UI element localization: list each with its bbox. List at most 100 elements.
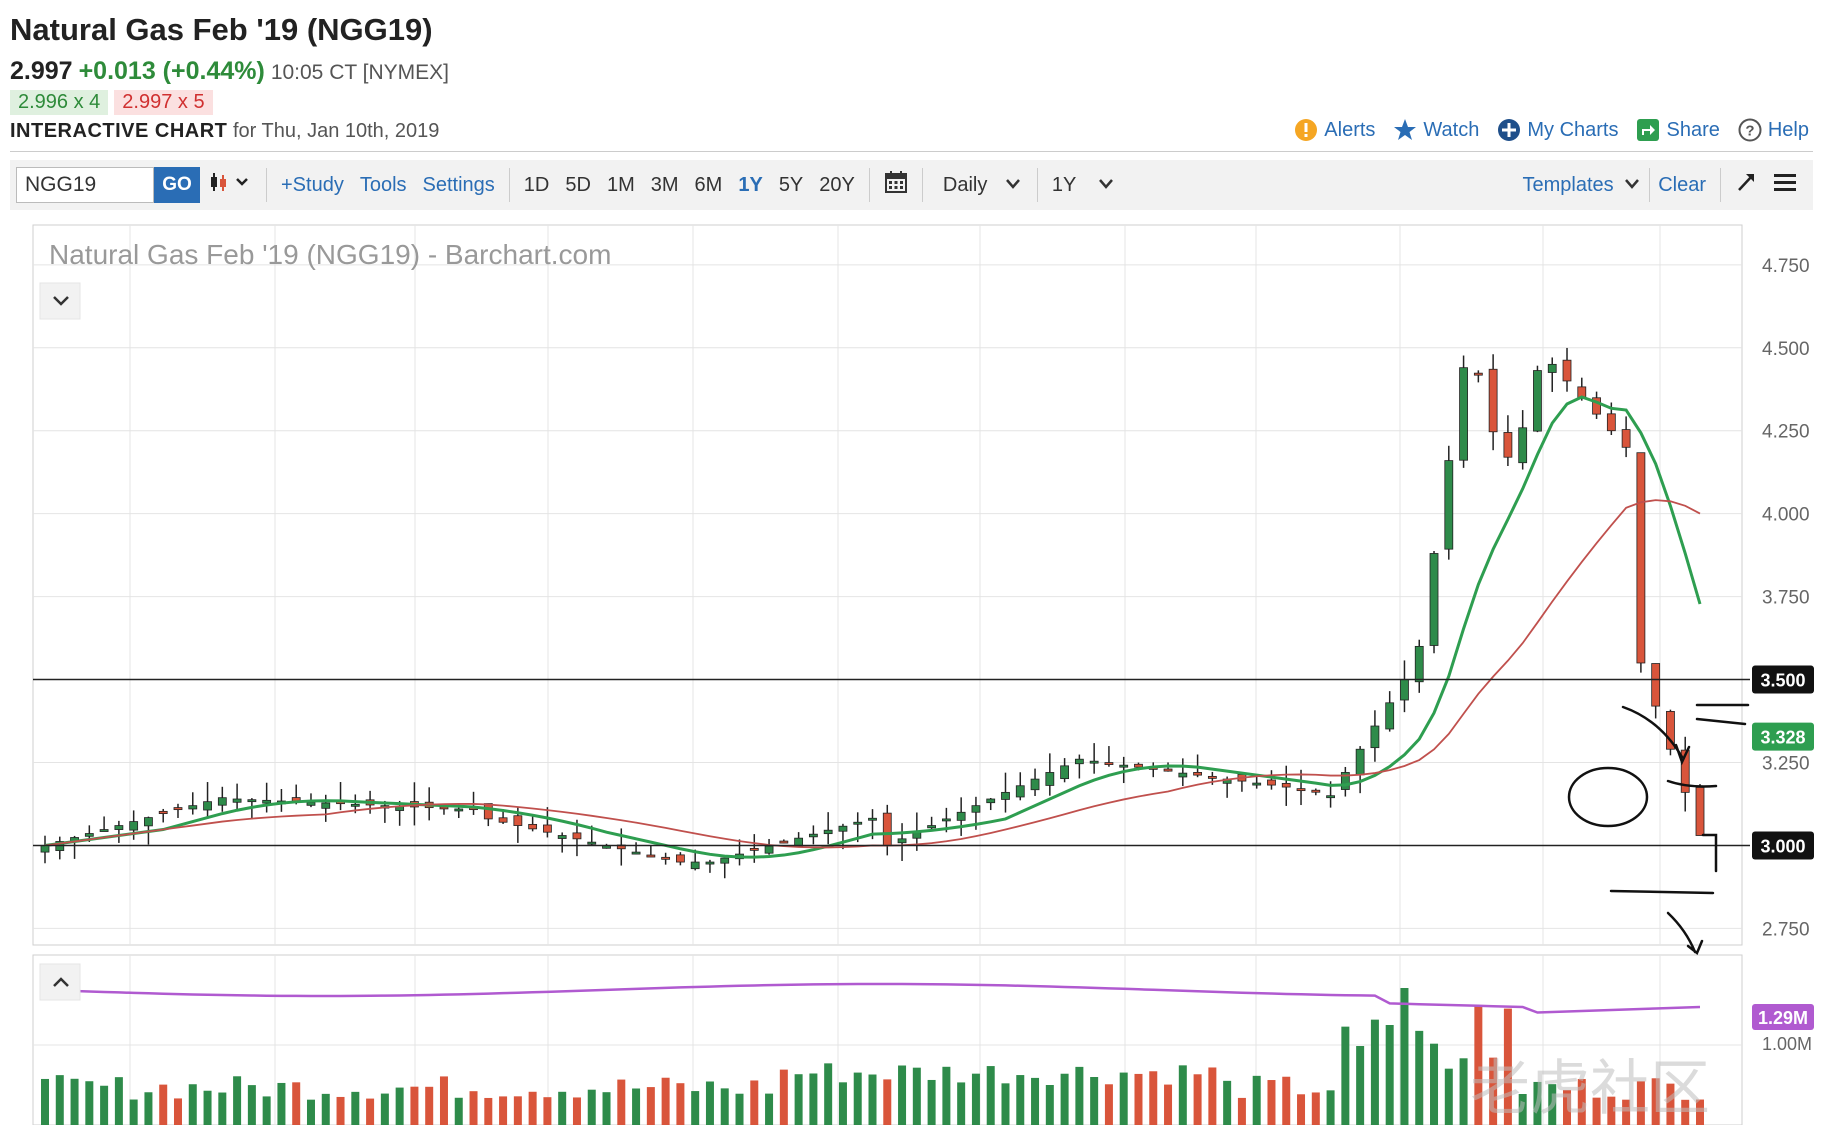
volume-bar bbox=[912, 1067, 921, 1125]
go-button[interactable]: GO bbox=[154, 167, 200, 203]
candle-body bbox=[1015, 785, 1025, 798]
range-20y[interactable]: 20Y bbox=[819, 173, 855, 196]
candle-body bbox=[587, 841, 597, 845]
candle-body bbox=[454, 808, 464, 812]
candle-body bbox=[1666, 711, 1675, 750]
volume-bar bbox=[750, 1080, 759, 1125]
candle-body bbox=[1621, 429, 1631, 448]
volume-bar bbox=[1090, 1077, 1099, 1125]
candle-body bbox=[321, 802, 331, 809]
interval-select[interactable]: Daily bbox=[929, 174, 1031, 197]
candle-body bbox=[144, 817, 153, 827]
volume-bar bbox=[85, 1081, 94, 1125]
price-badge bbox=[1752, 722, 1814, 751]
volume-bar bbox=[558, 1091, 567, 1125]
study-button[interactable]: +Study bbox=[281, 173, 344, 196]
settings-button[interactable]: Settings bbox=[422, 173, 495, 196]
range-5y[interactable]: 5Y bbox=[778, 173, 804, 196]
volume-badge bbox=[1752, 1004, 1814, 1030]
candle-body bbox=[1326, 795, 1335, 799]
share-label: Share bbox=[1666, 118, 1720, 141]
help-link[interactable]: ? Help bbox=[1738, 118, 1809, 142]
range-5d[interactable]: 5D bbox=[565, 173, 591, 196]
range-1y[interactable]: 1Y bbox=[738, 173, 763, 196]
tools-button[interactable]: Tools bbox=[359, 173, 407, 196]
price-tick-label: 4.750 bbox=[1762, 256, 1810, 277]
share-link[interactable]: Share bbox=[1636, 118, 1720, 142]
expand-toggle[interactable] bbox=[39, 963, 81, 1001]
fast-moving-average-line bbox=[44, 395, 1702, 859]
candle-body bbox=[1222, 778, 1232, 784]
volume-bar bbox=[898, 1065, 907, 1125]
volume-bar bbox=[1208, 1067, 1217, 1125]
candle-body bbox=[424, 801, 434, 809]
volume-bar bbox=[247, 1085, 256, 1125]
candle-body bbox=[365, 799, 375, 806]
volume-bar bbox=[1459, 1058, 1468, 1125]
candle-body bbox=[1370, 725, 1380, 749]
expand-arrow-icon bbox=[1738, 174, 1754, 191]
chart-title: Natural Gas Feb '19 (NGG19) - Barchart.c… bbox=[49, 239, 611, 270]
chart-caption: INTERACTIVE CHART for Thu, Jan 10th, 201… bbox=[10, 120, 439, 143]
clear-button[interactable]: Clear bbox=[1658, 173, 1706, 196]
candle-body bbox=[1207, 775, 1217, 779]
candle-body bbox=[1296, 788, 1306, 792]
candle-body bbox=[1414, 645, 1424, 683]
candle-body bbox=[1503, 432, 1513, 458]
candle-body bbox=[277, 800, 286, 805]
menu-button[interactable] bbox=[1765, 171, 1805, 199]
templates-button[interactable]: Templates bbox=[1514, 174, 1649, 197]
candle-body bbox=[631, 851, 641, 855]
interval-value: Daily bbox=[942, 173, 988, 196]
volume-bar bbox=[321, 1093, 330, 1125]
volume-bar bbox=[602, 1092, 611, 1125]
star-icon bbox=[1394, 119, 1417, 140]
toolbar-divider bbox=[508, 168, 510, 202]
candle-body bbox=[1311, 789, 1321, 793]
price-tick-label: 3.250 bbox=[1762, 754, 1810, 775]
candle-body bbox=[188, 805, 198, 810]
range-1m[interactable]: 1M bbox=[606, 173, 635, 196]
symbol-input[interactable] bbox=[16, 167, 154, 203]
period-select[interactable]: 1Y bbox=[1044, 174, 1124, 197]
my-charts-link[interactable]: My Charts bbox=[1497, 118, 1618, 142]
candle-body bbox=[1606, 413, 1616, 432]
candle-body bbox=[1400, 679, 1409, 701]
last-price: 2.997 bbox=[10, 57, 73, 85]
volume-bar bbox=[366, 1098, 375, 1125]
chart-type-button[interactable] bbox=[200, 170, 260, 200]
volume-bar bbox=[469, 1091, 478, 1125]
volume-bar bbox=[70, 1078, 79, 1125]
candle-body bbox=[794, 837, 804, 847]
hamburger-menu-icon bbox=[1774, 174, 1796, 191]
volume-bar bbox=[55, 1075, 64, 1125]
volume-bar bbox=[1193, 1074, 1202, 1125]
candle-body bbox=[927, 825, 937, 829]
expand-button[interactable] bbox=[1727, 171, 1765, 199]
alerts-link[interactable]: Alerts bbox=[1294, 118, 1375, 142]
chart-date: for Thu, Jan 10th, 2019 bbox=[232, 120, 440, 142]
volume-bar bbox=[395, 1087, 404, 1125]
range-3m[interactable]: 3M bbox=[650, 173, 679, 196]
volume-bar bbox=[543, 1097, 552, 1125]
volume-bar bbox=[1045, 1084, 1054, 1125]
candle-body bbox=[410, 801, 419, 808]
candle-body bbox=[823, 829, 833, 835]
price-badge bbox=[1752, 831, 1814, 860]
candle-body bbox=[1030, 778, 1040, 791]
range-6m[interactable]: 6M bbox=[694, 173, 723, 196]
candle-body bbox=[1148, 766, 1158, 770]
chevron-down-icon bbox=[1625, 178, 1640, 189]
watch-link[interactable]: Watch bbox=[1393, 118, 1479, 142]
calendar-button[interactable] bbox=[876, 170, 916, 200]
volume-bar bbox=[661, 1077, 670, 1125]
toolbar-divider bbox=[1036, 168, 1038, 202]
range-1d[interactable]: 1D bbox=[523, 173, 550, 196]
volume-bar bbox=[1267, 1080, 1276, 1125]
header-links: Alerts Watch My Charts Share ? Help bbox=[1294, 118, 1809, 142]
volume-bar bbox=[705, 1081, 714, 1125]
volume-bar bbox=[1297, 1094, 1306, 1125]
candle-body bbox=[1281, 782, 1291, 788]
chart-grid bbox=[32, 224, 1743, 1125]
collapse-toggle[interactable] bbox=[39, 282, 81, 320]
